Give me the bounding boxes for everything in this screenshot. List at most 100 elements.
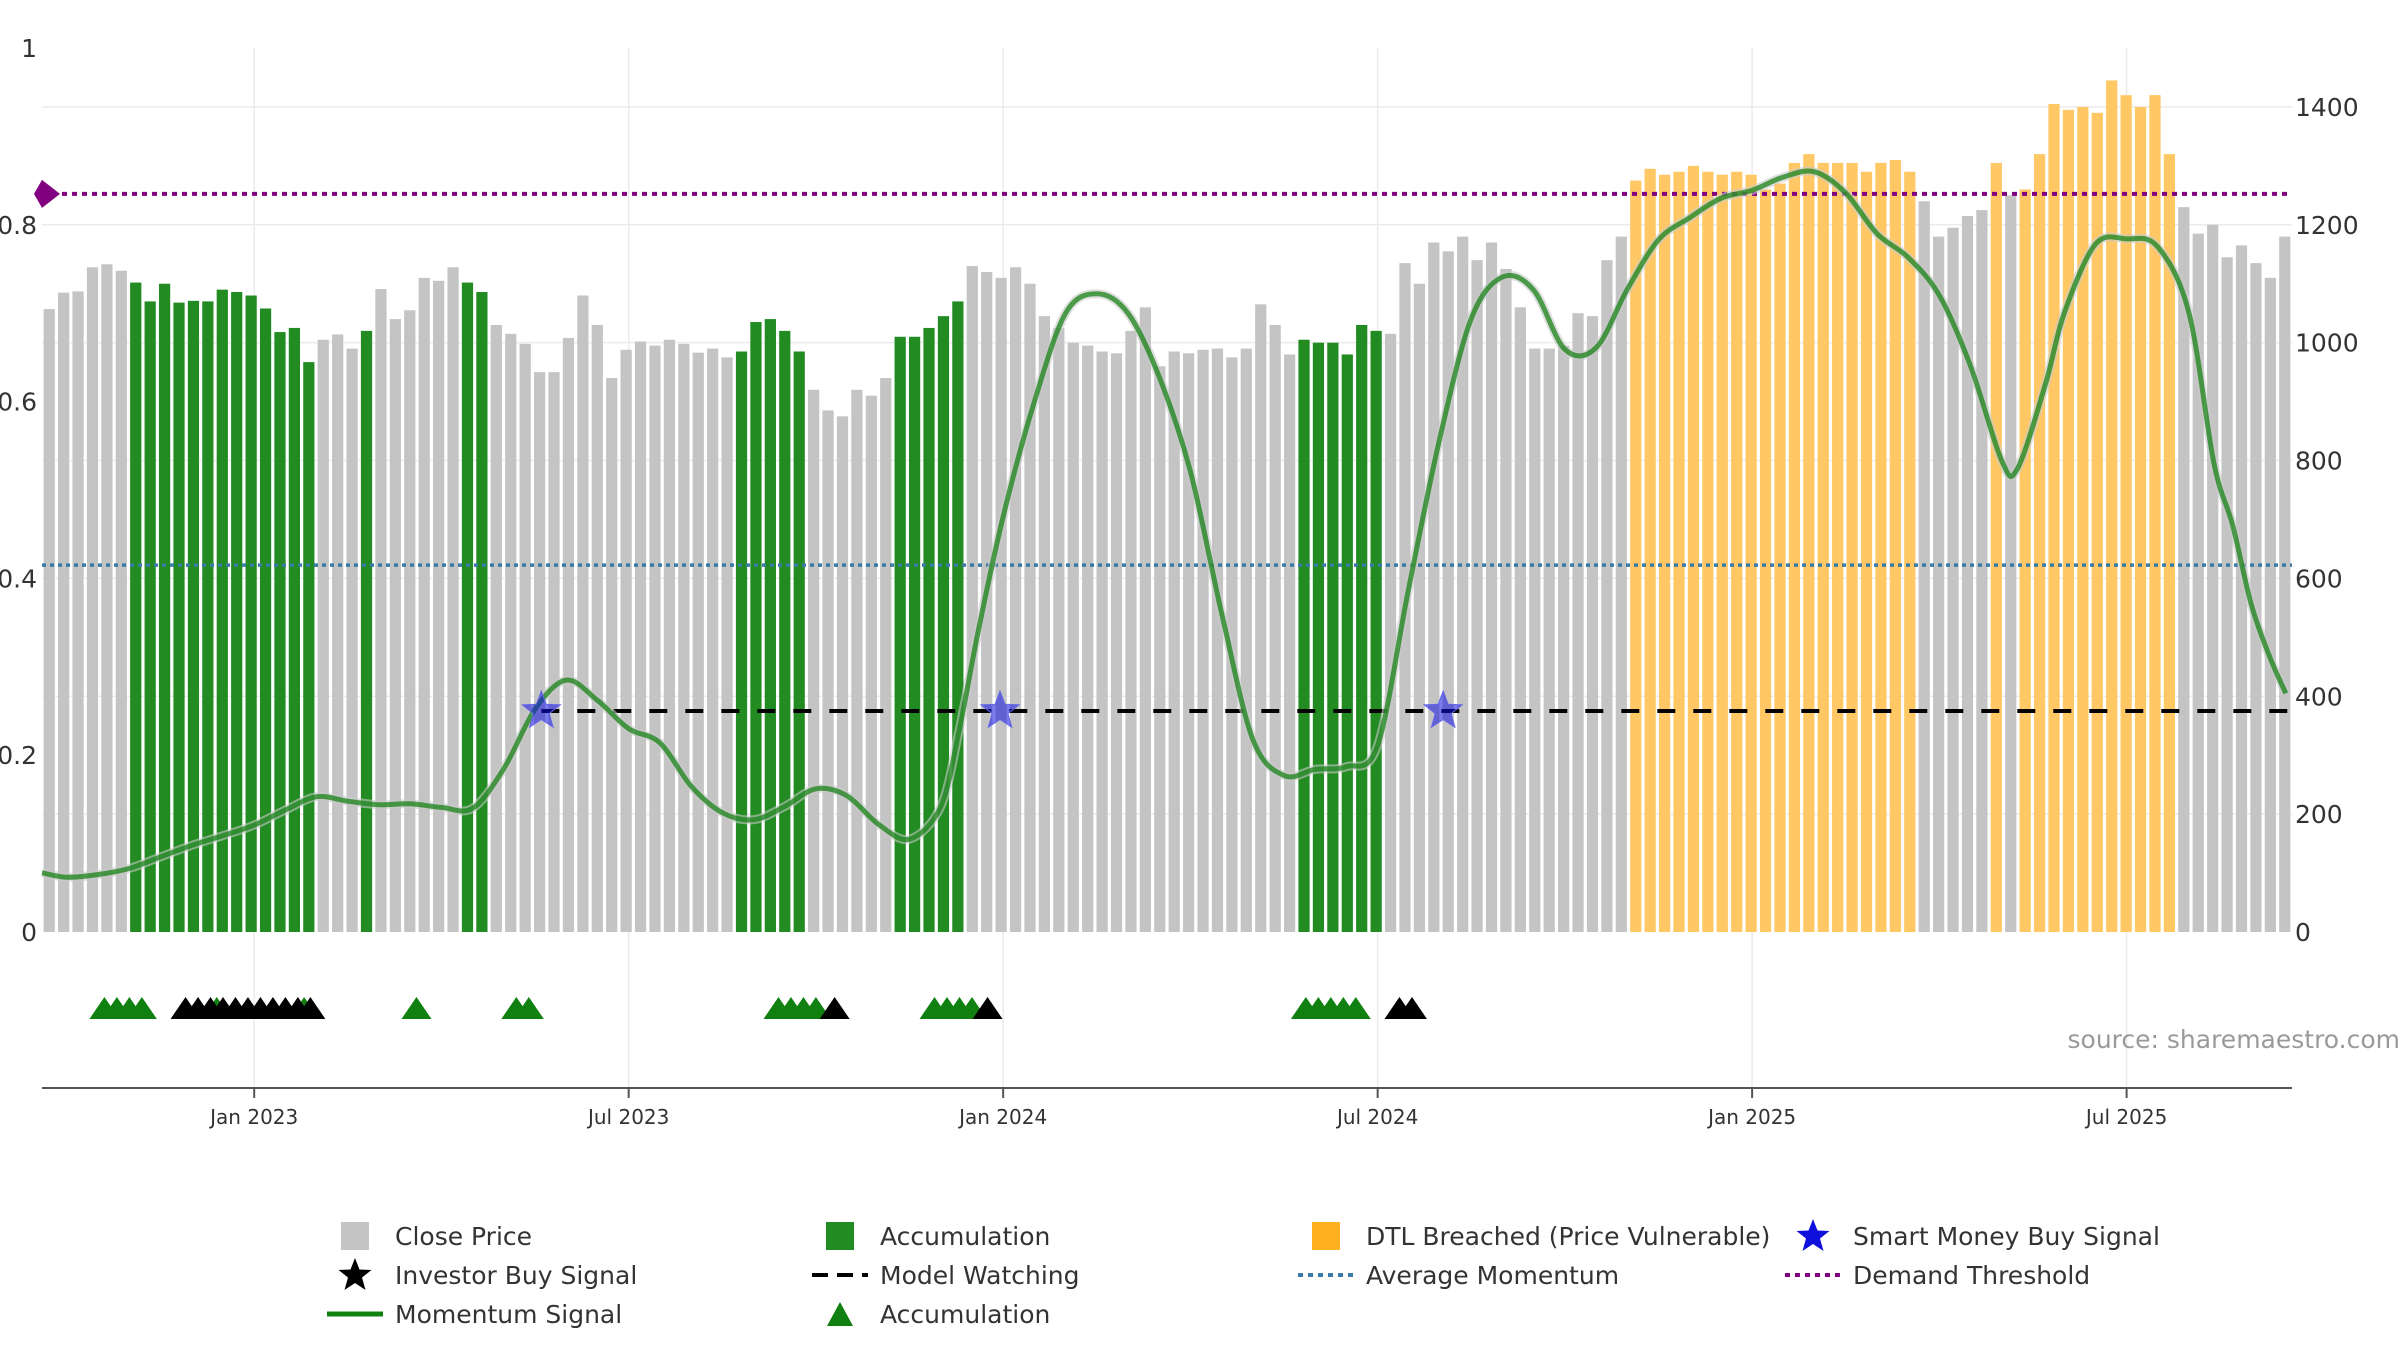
close-price-bar [1384, 333, 1397, 932]
accumulation-triangle [513, 997, 544, 1019]
close-price-bar [880, 378, 892, 932]
close-price-bar [606, 378, 618, 932]
close-price-bar [43, 309, 55, 932]
accumulation-bar [245, 295, 257, 932]
close-price-bar [1211, 348, 1224, 932]
dtl-breached-bar [1904, 171, 1916, 932]
dtl-breached-bar [1759, 189, 1772, 932]
dtl-breached-bar [1860, 171, 1873, 932]
dtl-breached-bar [1889, 159, 1901, 932]
right-axis-tick-label: 1200 [2295, 211, 2359, 240]
dtl-breached-bar [2048, 103, 2060, 932]
dtl-breached-bar [1774, 183, 1786, 933]
investor-buy-marker [819, 997, 850, 1019]
close-price-bar [1471, 260, 1483, 932]
close-price-bar [865, 395, 877, 932]
accumulation-bar [1327, 342, 1339, 933]
smart-money-buy-star [520, 689, 562, 729]
dtl-breached-bar [2120, 95, 2132, 932]
close-price-bar [1428, 242, 1440, 933]
left-axis-tick-label: 0.6 [0, 388, 37, 417]
investor-buy-marker [295, 997, 326, 1019]
accumulation-bar [1298, 339, 1310, 933]
close-price-bar [1197, 349, 1209, 933]
close-price-bar [1572, 313, 1584, 932]
close-price-bar [1500, 269, 1512, 932]
close-price-bar [332, 334, 344, 932]
accumulation-bar [908, 336, 921, 933]
accumulation-bar [216, 289, 228, 932]
dtl-breached-bar [1817, 162, 1829, 933]
dtl-breached-bar [1644, 168, 1656, 932]
close-price-bar [1457, 236, 1469, 932]
close-price-bar [2250, 263, 2262, 932]
close-price-bar [1269, 324, 1281, 932]
close-price-bar [620, 349, 632, 933]
close-price-bar [1053, 327, 1065, 932]
close-price-bar [1442, 251, 1454, 932]
dtl-breached-bar [1673, 171, 1685, 932]
accumulation-triangle [401, 997, 432, 1019]
accumulation-bar [764, 319, 776, 932]
close-price-bars [43, 80, 2291, 933]
close-price-bar [86, 267, 99, 932]
right-axis-tick-label: 400 [2295, 682, 2343, 711]
close-price-bar [2264, 277, 2276, 933]
close-price-bar [505, 333, 517, 932]
accumulation-bar [303, 362, 315, 933]
close-price-bar [115, 270, 127, 932]
dtl-breached-bar [1832, 162, 1844, 933]
close-price-bar [649, 345, 661, 932]
smart-money-buy-star [1422, 689, 1464, 729]
dtl-breached-bar [2062, 109, 2075, 932]
close-price-bar [591, 324, 603, 932]
accumulation-bar [952, 301, 964, 932]
dtl-breached-bar [2149, 95, 2161, 932]
right-axis-tick-label: 800 [2295, 447, 2343, 476]
dtl-breached-bar [2106, 80, 2118, 932]
close-price-bar [2178, 207, 2190, 932]
close-price-bar [692, 352, 704, 933]
accumulation-bar [923, 327, 935, 932]
close-price-bar [678, 343, 690, 932]
close-price-bar [447, 267, 459, 932]
dtl-breached-bar [1658, 174, 1671, 932]
investor-buy-marker [1396, 997, 1427, 1019]
dtl-breached-bar [1745, 174, 1757, 932]
close-price-bar [418, 277, 430, 933]
axes-layer: Jan 2023 Jul 2023 Jan 2024 Jul 2024 Jan 2025… [0, 34, 2359, 1129]
close-price-bar [1110, 353, 1123, 932]
dtl-breached-bar [1803, 154, 1815, 932]
source-note: source: sharemaestro.com [2068, 1025, 2400, 1054]
accumulation-bar [288, 327, 301, 932]
close-price-bar [1514, 307, 1526, 933]
close-price-bar [1183, 353, 1195, 932]
close-price-bar [966, 266, 978, 932]
close-price-bar [433, 280, 445, 933]
close-price-bar [1082, 345, 1094, 932]
close-price-bar [346, 348, 358, 932]
close-price-bar [1485, 242, 1498, 933]
dtl-breached-bar [2019, 189, 2031, 932]
close-price-bar [1976, 210, 1988, 933]
close-price-bar [2192, 233, 2204, 932]
close-price-bar [404, 310, 416, 933]
x-tick-label: Jan 2024 [957, 1105, 1047, 1129]
dtl-breached-bar [1630, 180, 1642, 933]
close-price-bar [663, 339, 676, 933]
dtl-breached-bar [1702, 171, 1714, 932]
dtl-breached-bar [1990, 162, 2002, 933]
close-price-bar [577, 295, 589, 932]
x-tick-label: Jul 2023 [586, 1105, 669, 1129]
right-axis-tick-label: 600 [2295, 564, 2343, 593]
close-price-bar [2207, 224, 2219, 933]
accumulation-bar [173, 302, 185, 932]
accumulation-bar [360, 330, 373, 932]
dtl-breached-bar [1788, 162, 1801, 933]
close-price-bar [2235, 245, 2248, 933]
left-axis-tick-label: 0.8 [0, 211, 37, 240]
close-price-bar [2221, 257, 2233, 932]
left-axis-tick-label: 0.2 [0, 741, 37, 770]
dtl-breached-bar [1846, 162, 1858, 933]
right-axis-tick-label: 1400 [2295, 93, 2359, 122]
